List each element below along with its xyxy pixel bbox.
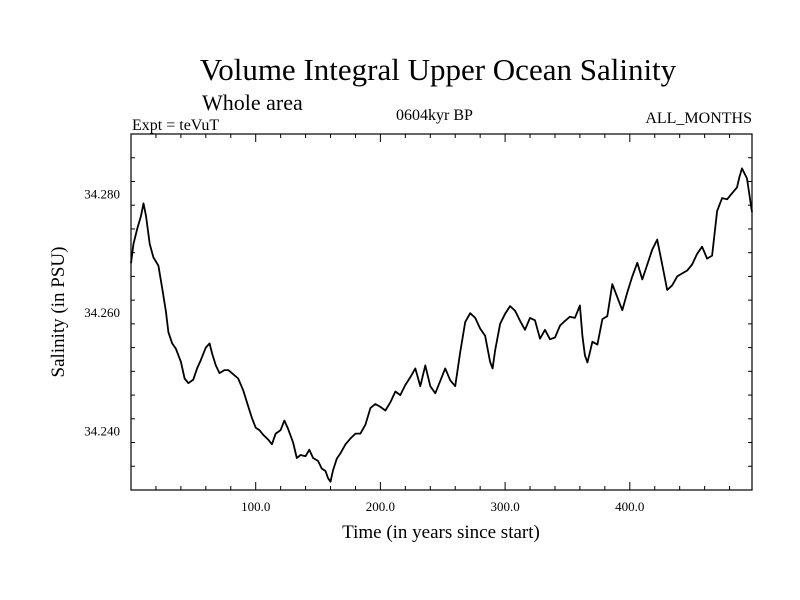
chart-title: Volume Integral Upper Ocean Salinity <box>199 52 677 87</box>
period-label: 0604kyr BP <box>396 107 473 124</box>
x-tick-label: 100.0 <box>241 499 270 514</box>
x-tick-label: 200.0 <box>366 499 395 514</box>
chart-subtitle: Whole area <box>202 90 303 115</box>
salinity-series-line <box>130 167 753 483</box>
y-tick-label: 34.280 <box>84 186 120 201</box>
months-label: ALL_MONTHS <box>645 110 752 127</box>
x-axis-label: Time (in years since start) <box>342 522 540 543</box>
y-tick-label: 34.260 <box>84 305 120 320</box>
x-tick-label: 300.0 <box>490 499 519 514</box>
experiment-label: Expt = teVuT <box>132 117 220 134</box>
x-tick-label: 400.0 <box>615 499 644 514</box>
plot-frame <box>130 133 753 491</box>
y-axis-label: Salinity (in PSU) <box>48 247 69 378</box>
y-tick-label: 34.240 <box>84 424 120 439</box>
